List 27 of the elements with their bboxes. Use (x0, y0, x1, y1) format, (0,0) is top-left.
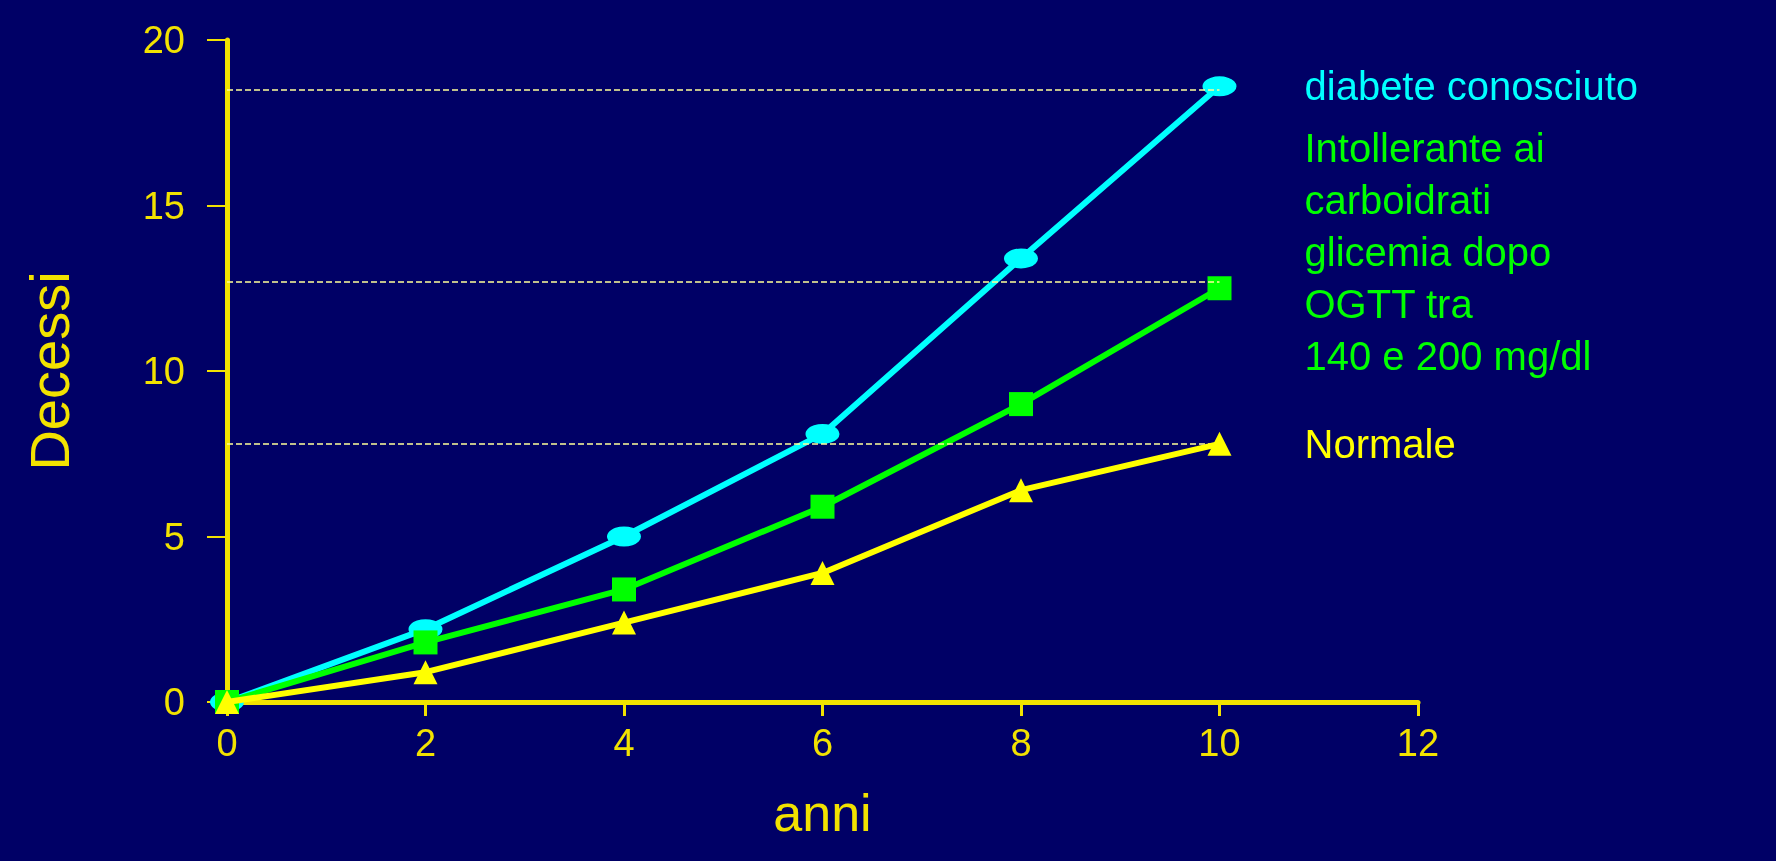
point (413, 660, 438, 685)
x-axis-title: anni (773, 784, 872, 842)
point (413, 630, 438, 655)
point (1207, 276, 1232, 301)
point (1009, 392, 1033, 417)
point (612, 610, 636, 635)
x-tick-label: 10 (1198, 722, 1241, 764)
y-tick-label: 5 (163, 515, 185, 558)
x-tick-label: 8 (1010, 722, 1032, 764)
point (1009, 478, 1033, 503)
series-label: diabete conosciuto (1304, 64, 1639, 109)
x-tick-label: 0 (216, 722, 238, 764)
y-tick-label: 0 (163, 681, 185, 723)
point (612, 577, 636, 602)
series-label: Intollerante ai carboidrati glicemia dopo OGTT tra 140 e 200 mg/dl (1304, 126, 1592, 379)
x-tick-label: 2 (414, 722, 437, 764)
y-tick-label: 15 (142, 184, 185, 227)
y-tick-label: 20 (142, 19, 185, 61)
y-axis-title: Decessi (17, 271, 81, 471)
point (810, 494, 835, 519)
series-label: Normale (1304, 421, 1456, 466)
point (1207, 431, 1232, 456)
x-tick-label: 4 (613, 722, 635, 764)
x-tick-label: 6 (811, 722, 834, 764)
y-tick-label: 10 (142, 350, 185, 392)
x-tick-label: 12 (1396, 722, 1440, 764)
point (810, 560, 835, 585)
